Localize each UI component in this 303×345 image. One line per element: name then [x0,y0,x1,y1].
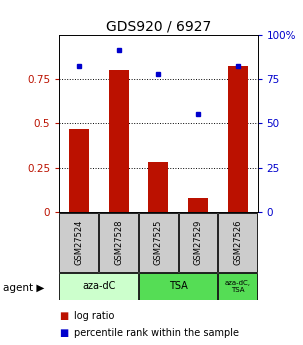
Text: agent ▶: agent ▶ [3,283,45,293]
Text: ■: ■ [59,311,68,321]
Bar [228,67,248,212]
Bar [139,213,178,272]
Text: log ratio: log ratio [74,311,115,321]
Text: GSM27525: GSM27525 [154,220,163,265]
Text: GSM27528: GSM27528 [114,220,123,265]
Title: GDS920 / 6927: GDS920 / 6927 [106,19,211,33]
Bar [218,213,257,272]
Bar [139,273,218,299]
Text: GSM27526: GSM27526 [233,220,242,265]
Bar [178,213,218,272]
Bar [218,273,257,299]
Text: GSM27529: GSM27529 [194,220,202,265]
Text: aza-dC,
TSA: aza-dC, TSA [225,280,251,293]
Bar [69,129,89,212]
Bar [99,213,138,272]
Bar [59,213,98,272]
Text: TSA: TSA [169,282,188,291]
Bar [188,198,208,212]
Text: ■: ■ [59,328,68,338]
Bar [109,70,128,212]
Text: percentile rank within the sample: percentile rank within the sample [74,328,239,338]
Text: aza-dC: aza-dC [82,282,115,291]
Bar [148,162,168,212]
Text: GSM27524: GSM27524 [75,220,83,265]
Bar [59,273,138,299]
